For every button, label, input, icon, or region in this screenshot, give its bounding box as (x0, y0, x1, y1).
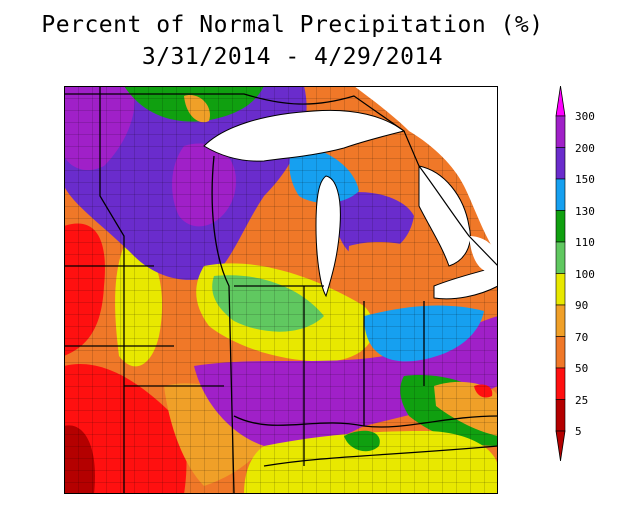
legend-swatch (555, 241, 566, 274)
legend-swatch (555, 336, 566, 369)
legend-label: 300 (575, 110, 595, 123)
legend-label: 90 (575, 299, 589, 312)
legend-swatch (555, 273, 566, 306)
legend-swatch (555, 115, 566, 148)
legend-swatch (555, 178, 566, 211)
legend-top-arrow (555, 86, 566, 117)
legend-bottom-arrow (555, 430, 566, 462)
legend-label: 50 (575, 362, 589, 375)
precipitation-map (64, 86, 498, 494)
map-date-range: 3/31/2014 - 4/29/2014 (141, 44, 444, 70)
legend-label: 70 (575, 330, 589, 344)
legend-swatch (555, 367, 566, 400)
canada-east-white (469, 236, 498, 273)
legend-swatch (555, 147, 566, 180)
legend-label: 5 (575, 425, 582, 438)
state-borders (64, 86, 498, 494)
legend-label: 130 (575, 204, 595, 218)
map-title: Percent of Normal Precipitation (%) (41, 12, 544, 38)
lake-huron (418, 165, 471, 267)
lake-michigan (315, 175, 341, 298)
map-frame (64, 86, 498, 494)
legend-swatch (555, 210, 566, 243)
legend-label: 25 (575, 393, 589, 407)
legend-swatch (555, 399, 566, 432)
canada-north-white (354, 86, 498, 256)
color-legend (555, 86, 566, 462)
legend-swatch (555, 304, 566, 337)
canada-border (64, 93, 498, 267)
legend-label: 110 (575, 236, 595, 249)
legend-label: 200 (575, 141, 595, 155)
lake-superior (203, 109, 406, 162)
legend-label: 100 (575, 267, 595, 281)
legend-label: 150 (575, 173, 595, 186)
lake-erie (433, 265, 498, 300)
